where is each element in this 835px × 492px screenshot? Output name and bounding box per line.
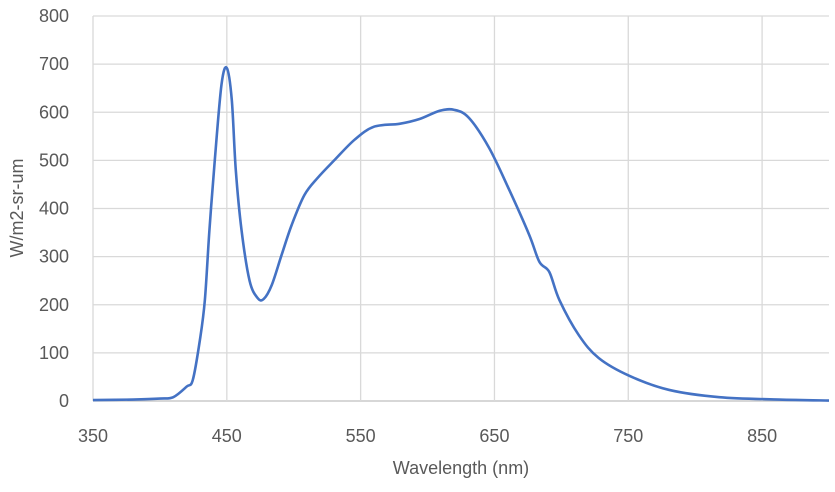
x-tick-label: 650 (479, 426, 509, 446)
series-line (92, 66, 830, 402)
y-tick-label: 500 (39, 150, 69, 170)
y-tick-label: 300 (39, 247, 69, 267)
x-tick-label: 350 (78, 426, 108, 446)
y-tick-label: 0 (59, 391, 69, 411)
x-axis-label: Wavelength (nm) (393, 458, 529, 478)
x-tick-label: 550 (346, 426, 376, 446)
x-tick-label: 750 (613, 426, 643, 446)
y-tick-label: 100 (39, 343, 69, 363)
x-tick-labels: 350 450 550 650 750 850 (78, 426, 777, 446)
y-tick-label: 200 (39, 295, 69, 315)
gridlines (92, 15, 829, 402)
y-axis-label: W/m2-sr-um (7, 159, 27, 258)
y-tick-label: 800 (39, 6, 69, 26)
y-tick-label: 700 (39, 54, 69, 74)
y-tick-label: 600 (39, 102, 69, 122)
y-tick-labels: 0 100 200 300 400 500 600 700 800 (39, 6, 69, 411)
series-lines (92, 66, 830, 402)
x-tick-label: 850 (747, 426, 777, 446)
x-tick-label: 450 (212, 426, 242, 446)
y-tick-label: 400 (39, 199, 69, 219)
